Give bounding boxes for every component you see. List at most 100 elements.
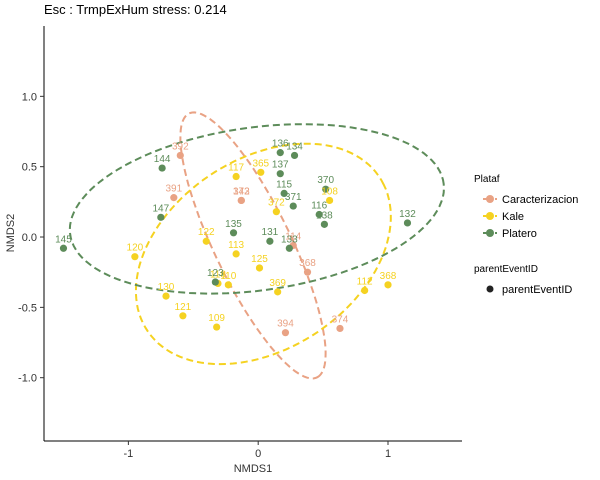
point-platero <box>158 164 166 172</box>
point-caracterizacion <box>237 196 245 205</box>
legend-label-platero: Platero <box>502 228 537 240</box>
point-caracterizacion <box>281 329 290 337</box>
point-platero <box>280 189 288 198</box>
point-platero <box>229 229 238 237</box>
point-label: 370 <box>317 175 334 186</box>
point-platero <box>322 185 330 193</box>
point-platero <box>59 244 68 252</box>
axes <box>43 26 462 442</box>
point-label: 130 <box>158 282 175 293</box>
y-tick-label: 1.0 <box>22 91 37 103</box>
y-tick-label: -1.0 <box>18 373 37 385</box>
point-label: 118 <box>210 269 226 280</box>
point-label: 368 <box>380 271 397 282</box>
point-label: 134 <box>286 141 303 152</box>
point-platero <box>157 213 165 221</box>
legend-items: Caracterizacion Kale Platero <box>483 194 578 240</box>
point-label: 108 <box>321 186 338 197</box>
data-points <box>59 149 412 337</box>
point-label: 394 <box>277 319 294 330</box>
point-kale <box>202 237 210 245</box>
point-label: 145 <box>55 234 72 245</box>
point-label: 374 <box>332 314 349 325</box>
ellipse-platero <box>68 123 445 295</box>
legend-key-parentEventID <box>486 285 494 293</box>
point-caracterizacion <box>170 194 178 202</box>
x-tick-label: -1 <box>123 448 133 460</box>
point-kale <box>224 281 232 289</box>
point-label: 135 <box>225 219 242 230</box>
point-kale <box>325 196 334 205</box>
point-label: 116 <box>311 201 327 212</box>
legend: Plataf Caracterizacion Kale Platero parent… <box>474 174 578 296</box>
point-label: 132 <box>399 209 416 220</box>
legend-label-caracterizacion: Caracterizacion <box>502 194 578 206</box>
legend-key-caracterizacion <box>486 195 494 203</box>
y-tick-label: 0.5 <box>22 162 37 174</box>
x-axis-title: NMDS1 <box>234 463 273 475</box>
point-kale <box>255 264 264 272</box>
legend-title: Plataf <box>474 174 500 185</box>
point-label: 136 <box>272 139 289 150</box>
point-kale <box>162 292 170 300</box>
point-label: 371 <box>285 192 302 203</box>
x-tick-label: 0 <box>255 448 261 460</box>
y-axis-title: NMDS2 <box>5 214 17 253</box>
point-caracterizacion <box>176 151 184 160</box>
point-kale <box>213 323 221 331</box>
point-platero <box>315 210 323 219</box>
point-label: 120 <box>127 243 144 254</box>
point-platero <box>285 244 293 252</box>
point-label: 109 <box>208 313 225 324</box>
point-label: 144 <box>154 154 171 165</box>
point-platero <box>276 149 284 157</box>
point-platero <box>276 170 284 178</box>
point-platero <box>290 151 299 160</box>
point-kale <box>131 253 139 261</box>
x-tick-label: 1 <box>385 448 391 460</box>
legend-key-kale <box>486 212 494 220</box>
point-kale <box>232 250 240 258</box>
point-label: 372 <box>268 198 285 209</box>
point-kale <box>274 288 282 296</box>
chart-title: Esc : TrmpExHum stress: 0.214 <box>44 2 227 17</box>
point-label: 114 <box>285 231 301 242</box>
y-tick-label: -0.5 <box>18 302 37 314</box>
point-label: 142 <box>233 186 250 197</box>
y-tick-label: 0.0 <box>22 232 37 244</box>
point-kale <box>272 208 280 216</box>
point-label: 113 <box>228 240 244 251</box>
point-platero <box>266 237 274 245</box>
point-label: 373 <box>233 186 250 197</box>
point-kale <box>179 312 187 320</box>
point-label: 147 <box>152 203 169 214</box>
legend-key-platero <box>486 229 494 237</box>
point-platero <box>403 219 412 227</box>
point-label: 117 <box>228 163 244 174</box>
point-caracterizacion <box>303 268 312 276</box>
point-kale <box>257 168 265 176</box>
point-platero <box>320 220 328 228</box>
legend-label-parentEventID: parentEventID <box>502 284 572 296</box>
point-platero <box>289 202 297 210</box>
confidence-ellipses <box>68 111 445 380</box>
x-ticks: -1 0 1 <box>123 441 391 460</box>
point-label: 369 <box>269 278 286 289</box>
point-label: 365 <box>252 158 269 169</box>
point-label: 121 <box>175 302 192 313</box>
point-label: 391 <box>165 184 182 195</box>
ellipse-kale <box>134 142 392 366</box>
point-label: 122 <box>198 227 215 238</box>
point-label: 392 <box>172 141 189 152</box>
point-platero <box>211 278 219 286</box>
point-label: 131 <box>262 227 279 238</box>
point-kale <box>361 286 369 295</box>
y-ticks: -1.0 -0.5 0.0 0.5 1.0 <box>18 91 44 385</box>
ellipse-caracterizacion <box>179 111 327 380</box>
point-label: 137 <box>272 160 289 171</box>
point-label: 368 <box>299 258 316 269</box>
point-caracterizacion <box>336 324 344 333</box>
point-label: 123 <box>207 268 224 279</box>
